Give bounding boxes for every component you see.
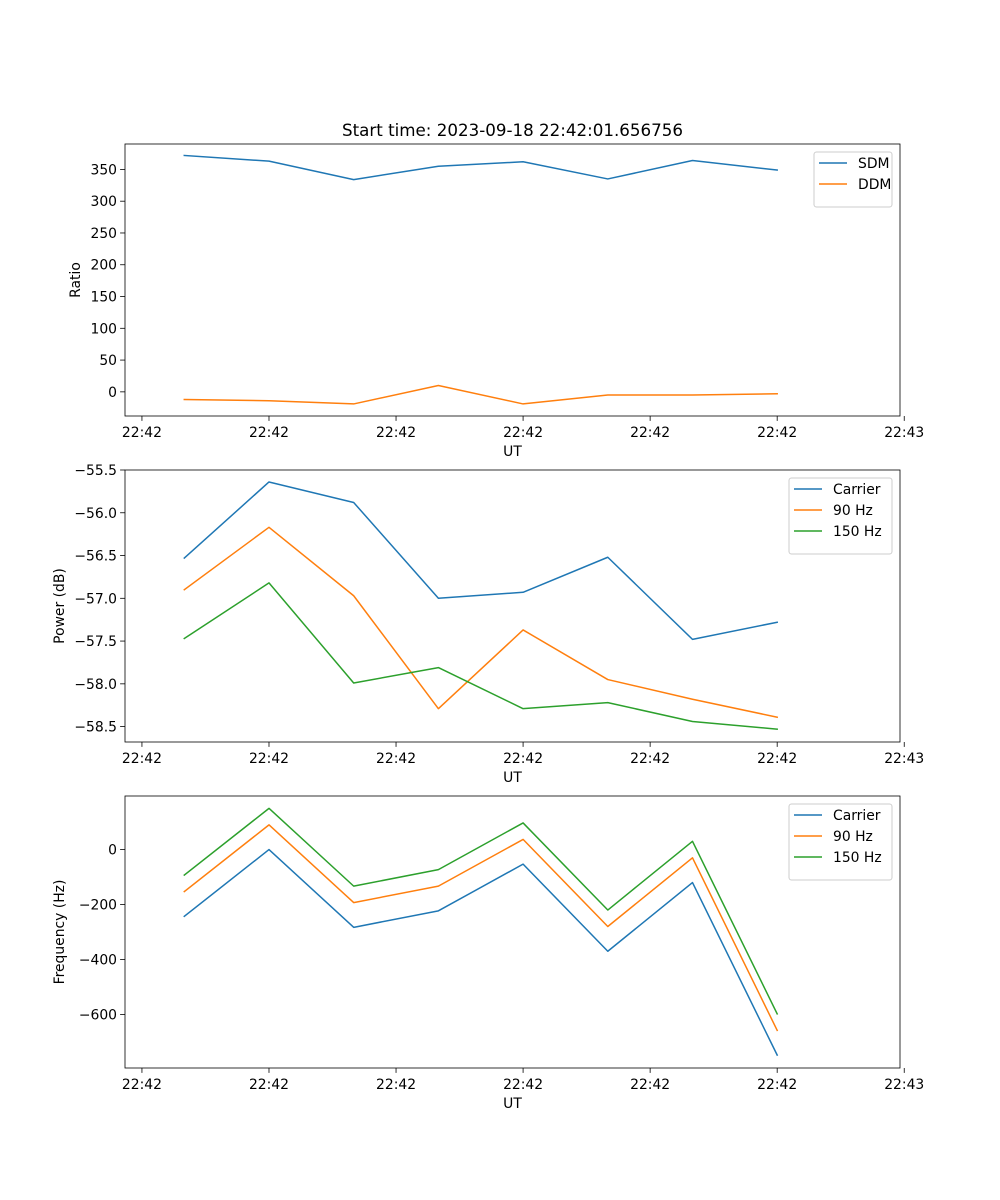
legend: Carrier 90 Hz 150 Hz [788,477,893,555]
series-line-carrier [183,848,779,1057]
x-tick-label: 22:42 [122,1077,162,1093]
y-tick-label: −55.5 [74,463,117,479]
x-tick-label: 22:42 [503,1077,543,1093]
x-tick-label: 22:42 [249,1077,289,1093]
x-tick-label: 22:42 [122,425,162,441]
x-tick-label: 22:43 [884,425,924,441]
chart-title: Start time: 2023-09-18 22:42:01.656756 [342,120,683,140]
series-line-150-hz [183,807,779,1015]
y-tick-label: −56.0 [74,506,117,522]
y-tick-label: 0 [108,385,117,401]
x-tick-label: 22:42 [757,1077,797,1093]
x-tick-label: 22:42 [630,1077,670,1093]
y-axis-label: Frequency (Hz) [52,880,68,985]
x-axis-label: UT [503,770,522,786]
x-tick-label: 22:43 [884,751,924,767]
y-tick-label: −57.0 [74,591,117,607]
y-tick-label: 100 [90,321,117,337]
axes-frame [124,795,901,1069]
legend-label: 150 Hz [833,850,882,866]
x-tick-label: 22:42 [630,425,670,441]
y-tick-label: −400 [79,952,117,968]
x-tick-label: 22:42 [249,751,289,767]
x-tick-label: 22:42 [503,425,543,441]
y-tick-label: −58.0 [74,677,117,693]
y-tick-label: −200 [79,898,117,914]
x-tick-label: 22:42 [757,425,797,441]
y-tick-label: 50 [99,353,117,369]
y-tick-label: 200 [90,258,117,274]
panel-2: 22:42 22:42 22:42 22:42 22:42 22:42 22:43 −58.5… [52,463,924,786]
x-tick-label: 22:43 [884,1077,924,1093]
series-line-ddm [183,384,778,405]
series-line-90-hz [183,824,779,1032]
legend-label: 90 Hz [833,503,873,519]
x-tick-label: 22:42 [376,425,416,441]
x-tick-label: 22:42 [376,751,416,767]
legend: SDM DDM [813,151,893,208]
y-tick-label: −58.5 [74,720,117,736]
legend-label: SDM [858,156,890,172]
legend-box [788,803,893,881]
legend-label: 150 Hz [833,524,882,540]
y-axis-label: Power (dB) [52,568,68,644]
y-tick-label: 350 [90,162,117,178]
panel-3: 22:42 22:42 22:42 22:42 22:42 22:42 22:43 −600 −… [52,795,924,1112]
legend: Carrier 90 Hz 150 Hz [788,803,893,881]
x-tick-label: 22:42 [122,751,162,767]
series-line-150-hz [183,582,779,730]
series-line-carrier [183,481,779,641]
legend-box [813,151,893,208]
axes-frame [124,143,901,417]
series-line-90-hz [183,526,779,719]
y-tick-label: 0 [108,843,117,859]
axes-frame [124,469,901,743]
y-tick-label: −56.5 [74,549,117,565]
legend-label: Carrier [833,482,881,498]
legend-label: Carrier [833,808,881,824]
panel-1: 22:42 22:42 22:42 22:42 22:42 22:42 22:43 0 50 10… [68,120,924,460]
y-tick-label: 250 [90,226,117,242]
x-tick-label: 22:42 [249,425,289,441]
x-axis-label: UT [503,1096,522,1112]
x-axis-label: UT [503,444,522,460]
legend-label: DDM [858,177,891,193]
x-tick-label: 22:42 [503,751,543,767]
y-tick-label: −600 [79,1007,117,1023]
x-tick-label: 22:42 [376,1077,416,1093]
y-axis-label: Ratio [68,262,84,298]
y-tick-label: −57.5 [74,634,117,650]
y-tick-label: 150 [90,290,117,306]
x-tick-label: 22:42 [757,751,797,767]
y-tick-label: 300 [90,194,117,210]
legend-box [788,477,893,555]
legend-label: 90 Hz [833,829,873,845]
x-tick-label: 22:42 [630,751,670,767]
series-line-sdm [183,154,779,181]
